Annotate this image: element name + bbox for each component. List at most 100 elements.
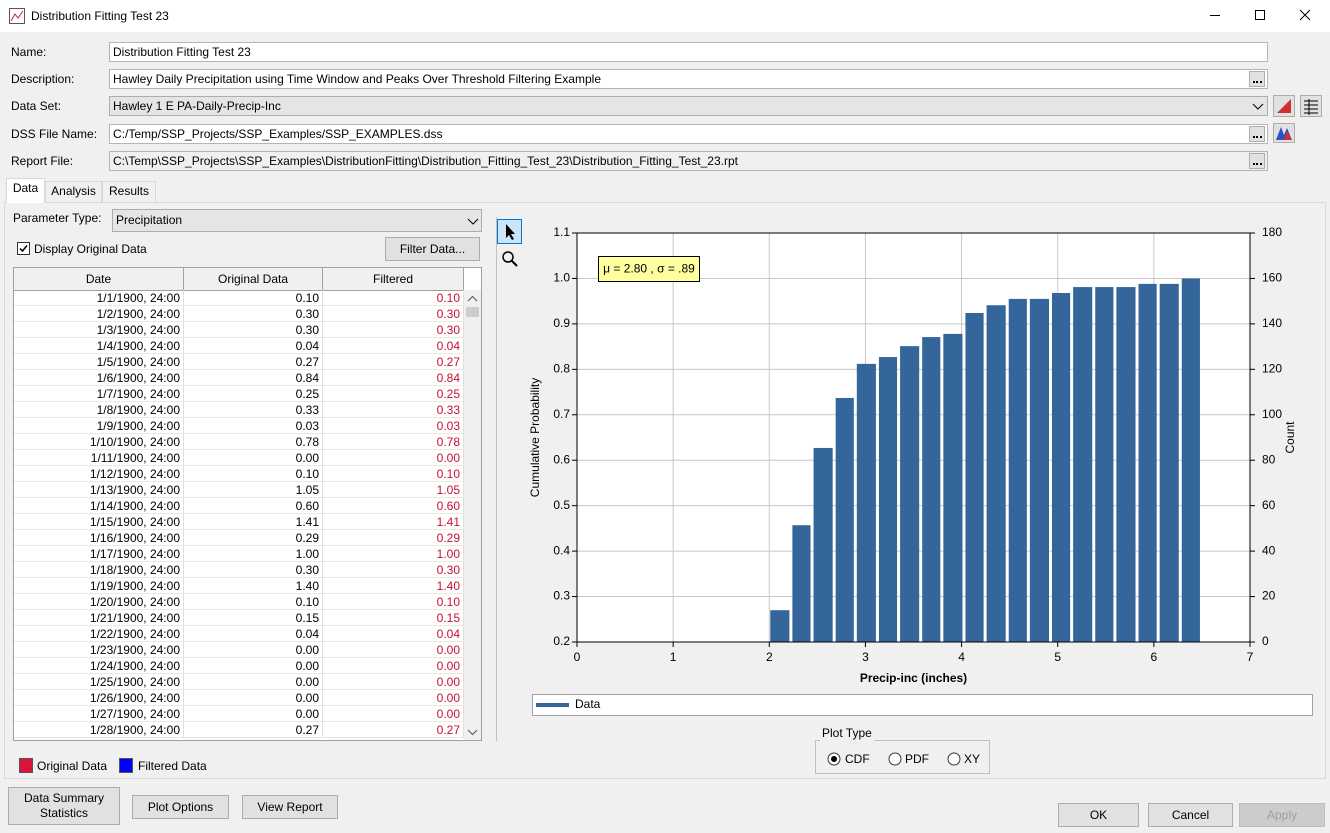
- table-row[interactable]: 1/4/1900, 24:00 0.04 0.04: [14, 338, 464, 354]
- description-input[interactable]: Hawley Daily Precipitation using Time Wi…: [109, 69, 1268, 89]
- parameter-label: Parameter Type:: [13, 211, 102, 225]
- radio[interactable]: [827, 752, 841, 766]
- table-row[interactable]: 1/22/1900, 24:00 0.04 0.04: [14, 626, 464, 642]
- table-row[interactable]: 1/1/1900, 24:00 0.10 0.10: [14, 290, 464, 306]
- bar: [1073, 287, 1093, 642]
- tab[interactable]: Data: [6, 178, 45, 203]
- column-header[interactable]: Filtered: [323, 268, 464, 290]
- table-cell: 0.00: [323, 658, 464, 674]
- table-row[interactable]: 1/2/1900, 24:00 0.30 0.30: [14, 306, 464, 322]
- table-row[interactable]: 1/5/1900, 24:00 0.27 0.27: [14, 354, 464, 370]
- table-row[interactable]: 1/27/1900, 24:00 0.00 0.00: [14, 706, 464, 722]
- dropdown-arrow: [467, 218, 479, 225]
- data-summary-button[interactable]: Data Summary Statistics: [8, 787, 120, 825]
- table-cell: 0.25: [184, 386, 323, 402]
- column-header[interactable]: Original Data: [184, 268, 323, 290]
- table-row[interactable]: 1/26/1900, 24:00 0.00 0.00: [14, 690, 464, 706]
- data-set-icons[interactable]: [1273, 95, 1323, 145]
- legend-label: Data: [575, 697, 601, 711]
- y2-tick-label: 60: [1262, 498, 1276, 512]
- table-cell: 0.00: [184, 706, 323, 722]
- zoom-tool[interactable]: [502, 251, 514, 263]
- radio[interactable]: [947, 752, 961, 766]
- x-tick-label: 2: [766, 650, 773, 664]
- table-cell: 0.30: [323, 322, 464, 338]
- tab-panel: [4, 202, 1326, 779]
- table-row[interactable]: 1/17/1900, 24:00 1.00 1.00: [14, 546, 464, 562]
- cancel-button[interactable]: Cancel: [1148, 803, 1233, 827]
- table-row[interactable]: 1/11/1900, 24:00 0.00 0.00: [14, 450, 464, 466]
- table-row[interactable]: 1/24/1900, 24:00 0.00 0.00: [14, 658, 464, 674]
- table-row[interactable]: 1/23/1900, 24:00 0.00 0.00: [14, 642, 464, 658]
- browse-button[interactable]: [1249, 153, 1265, 169]
- browse-button[interactable]: [1249, 71, 1265, 87]
- browse-button[interactable]: [1249, 126, 1265, 142]
- scrollbar[interactable]: [464, 290, 481, 740]
- table-row[interactable]: 1/19/1900, 24:00 1.40 1.40: [14, 578, 464, 594]
- bar: [792, 525, 811, 642]
- bar: [835, 397, 854, 642]
- y-tick-label: 0.5: [553, 498, 570, 512]
- table-cell: 0.84: [323, 370, 464, 386]
- table-cell: 1/23/1900, 24:00: [14, 642, 184, 658]
- table-row[interactable]: 1/28/1900, 24:00 0.27 0.27: [14, 722, 464, 738]
- data-table: Date Original Data Filtered 1/1/1900, 24…: [13, 267, 482, 741]
- table-row[interactable]: 1/12/1900, 24:00 0.10 0.10: [14, 466, 464, 482]
- table-row[interactable]: 1/8/1900, 24:00 0.33 0.33: [14, 402, 464, 418]
- table-row[interactable]: 1/3/1900, 24:00 0.30 0.30: [14, 322, 464, 338]
- table-row[interactable]: 1/10/1900, 24:00 0.78 0.78: [14, 434, 464, 450]
- table-cell: 0.30: [184, 562, 323, 578]
- y-tick-label: 1.0: [553, 271, 570, 285]
- view-report-button[interactable]: View Report: [242, 795, 338, 819]
- table-cell: 0.84: [184, 370, 323, 386]
- table-cell: 0.00: [184, 642, 323, 658]
- checkbox[interactable]: [17, 242, 30, 255]
- table-cell: 1/14/1900, 24:00: [14, 498, 184, 514]
- table-row[interactable]: 1/15/1900, 24:00 1.41 1.41: [14, 514, 464, 530]
- dss-file-input[interactable]: C:/Temp/SSP_Projects/SSP_Examples/SSP_EX…: [109, 124, 1268, 144]
- parameter-combo[interactable]: Precipitation: [112, 209, 482, 232]
- filter-data-button[interactable]: Filter Data...: [385, 237, 480, 261]
- column-header[interactable]: Date: [14, 268, 184, 290]
- table-row[interactable]: 1/16/1900, 24:00 0.29 0.29: [14, 530, 464, 546]
- table-cell: 0.29: [184, 530, 323, 546]
- table-cell: 1.05: [323, 482, 464, 498]
- tab[interactable]: Results: [102, 181, 156, 202]
- table-cell: 0.33: [184, 402, 323, 418]
- radio-label: PDF: [905, 752, 929, 766]
- y-tick-label: 0.4: [553, 543, 570, 557]
- name-input[interactable]: Distribution Fitting Test 23: [109, 42, 1268, 62]
- table-row[interactable]: 1/21/1900, 24:00 0.15 0.15: [14, 610, 464, 626]
- table-row[interactable]: 1/7/1900, 24:00 0.25 0.25: [14, 386, 464, 402]
- table-cell: 0.00: [184, 450, 323, 466]
- y-tick-label: 0.9: [553, 316, 570, 330]
- table-cell: 0.60: [184, 498, 323, 514]
- table-row[interactable]: 1/18/1900, 24:00 0.30 0.30: [14, 562, 464, 578]
- table-row[interactable]: 1/13/1900, 24:00 1.05 1.05: [14, 482, 464, 498]
- legend-swatch: [19, 758, 33, 773]
- table-cell: 1.41: [184, 514, 323, 530]
- bar: [943, 333, 963, 642]
- field-label: Description:: [11, 72, 75, 86]
- table-row[interactable]: 1/9/1900, 24:00 0.03 0.03: [14, 418, 464, 434]
- tab[interactable]: Analysis: [45, 181, 102, 202]
- ok-button[interactable]: OK: [1058, 803, 1139, 827]
- table-row[interactable]: 1/25/1900, 24:00 0.00 0.00: [14, 674, 464, 690]
- bar: [986, 305, 1006, 642]
- table-cell: 1/1/1900, 24:00: [14, 290, 184, 306]
- data-set-combo[interactable]: Hawley 1 E PA-Daily-Precip-Inc: [109, 96, 1268, 116]
- table-row[interactable]: 1/20/1900, 24:00 0.10 0.10: [14, 594, 464, 610]
- plot-options-button[interactable]: Plot Options: [132, 795, 229, 819]
- table-row[interactable]: 1/6/1900, 24:00 0.84 0.84: [14, 370, 464, 386]
- table-row[interactable]: 1/14/1900, 24:00 0.60 0.60: [14, 498, 464, 514]
- table-cell: 1/2/1900, 24:00: [14, 306, 184, 322]
- bar: [922, 337, 941, 642]
- checkbox-label: Display Original Data: [34, 242, 147, 256]
- window-controls[interactable]: [1190, 0, 1330, 32]
- table-cell: 0.30: [184, 306, 323, 322]
- table-cell: 1/6/1900, 24:00: [14, 370, 184, 386]
- table-cell: 1/18/1900, 24:00: [14, 562, 184, 578]
- radio[interactable]: [888, 752, 902, 766]
- y2-tick-label: 160: [1262, 271, 1282, 285]
